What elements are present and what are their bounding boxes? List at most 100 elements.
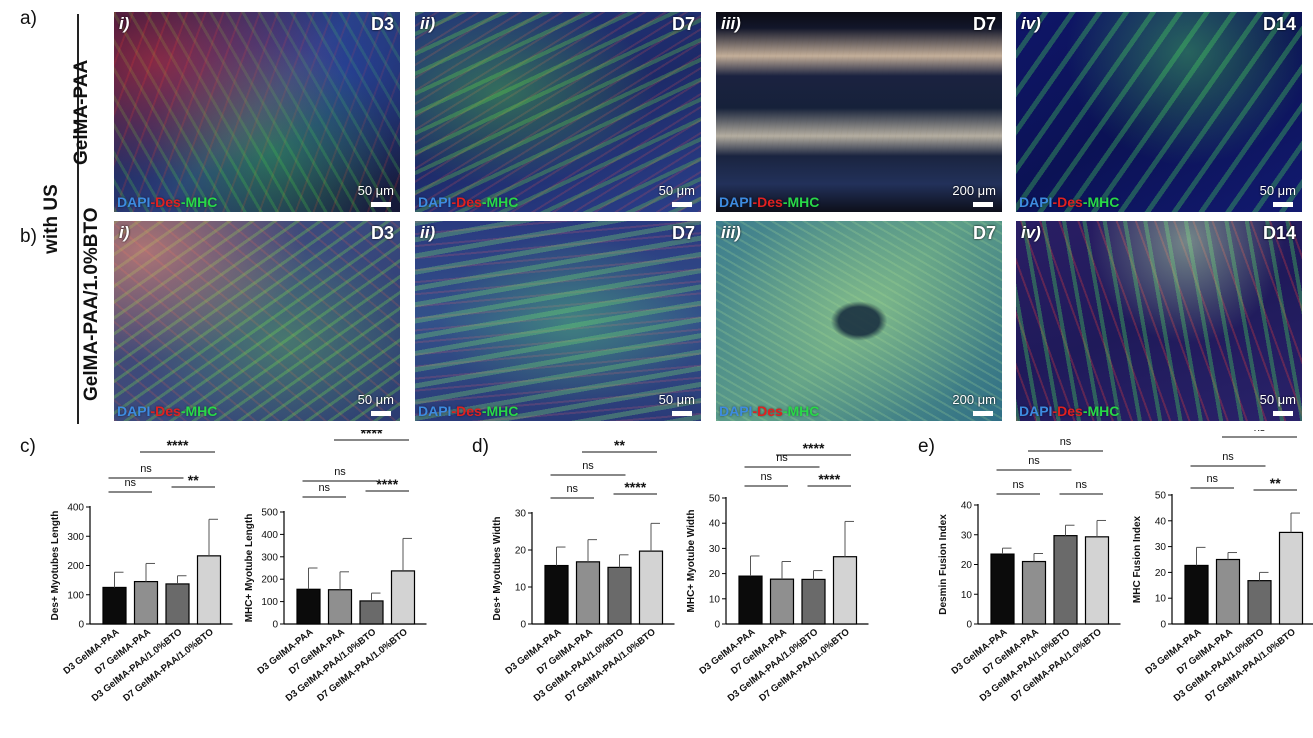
- panel-number: i): [119, 223, 130, 242]
- stain-mhc: -MHC: [1082, 194, 1120, 210]
- scale-bar: [1273, 202, 1293, 207]
- scale-label: 50 μm: [1259, 183, 1296, 198]
- day-label: D14: [1262, 14, 1296, 34]
- bar: [1184, 564, 1209, 625]
- stain-legend: DAPI-Des-MHC: [1019, 194, 1119, 210]
- stain-dapi: DAPI: [1019, 194, 1053, 210]
- significance-label: ns: [140, 463, 152, 475]
- significance-label: ****: [167, 437, 189, 453]
- significance-label: **: [188, 472, 199, 488]
- y-tick-label: 20: [961, 560, 973, 571]
- bar: [102, 586, 127, 625]
- y-tick-label: 50: [709, 494, 721, 505]
- micrograph-r2-1: i) D3 DAPI-Des-MHC 50 μm: [114, 221, 400, 421]
- stain-des: -Des: [1052, 403, 1083, 419]
- y-tick-label: 10: [961, 590, 973, 601]
- bar: [544, 564, 569, 625]
- stain-des: -Des: [451, 194, 482, 210]
- panel-number: iii): [721, 14, 741, 33]
- day-label: D7: [671, 14, 695, 34]
- y-axis-label: MHC+ Myotube Length: [244, 514, 255, 623]
- significance-label: ns: [1012, 479, 1024, 491]
- day-label: D7: [671, 223, 695, 243]
- significance-label: ns: [582, 460, 594, 472]
- stain-dapi: DAPI: [719, 194, 753, 210]
- scale-label: 50 μm: [357, 392, 394, 407]
- y-tick-label: 30: [515, 509, 527, 520]
- bar: [1215, 558, 1241, 625]
- significance-label: **: [614, 437, 625, 453]
- significance-label: ****: [376, 476, 398, 492]
- panel-number: i): [119, 14, 130, 33]
- y-tick-label: 0: [78, 620, 84, 631]
- scale-label: 50 μm: [357, 183, 394, 198]
- scale-bar: [973, 202, 993, 207]
- y-tick-label: 200: [261, 575, 278, 586]
- side-label: with US: [41, 184, 62, 254]
- panel-label-d: d): [472, 436, 489, 457]
- stain-mhc: -MHC: [782, 403, 820, 419]
- y-tick-label: 40: [709, 519, 721, 530]
- stain-legend: DAPI-Des-MHC: [117, 403, 217, 419]
- bar: [575, 561, 601, 625]
- stain-mhc: -MHC: [782, 194, 820, 210]
- y-tick-label: 30: [1155, 542, 1167, 553]
- stain-legend: DAPI-Des-MHC: [418, 403, 518, 419]
- scale-label: 200 μm: [952, 183, 996, 198]
- bar: [390, 570, 416, 625]
- bar: [327, 589, 353, 625]
- significance-label: ns: [776, 452, 788, 464]
- day-label: D7: [972, 223, 996, 243]
- stain-legend: DAPI-Des-MHC: [117, 194, 217, 210]
- y-axis-label: MHC+ Myotube Width: [686, 510, 697, 613]
- micrograph-r1-3: iii) D7 DAPI-Des-MHC 200 μm: [716, 12, 1002, 212]
- stain-mhc: -MHC: [180, 403, 218, 419]
- bar: [769, 578, 795, 625]
- y-tick-label: 200: [67, 561, 84, 572]
- y-axis-label: MHC Fusion Index: [1132, 515, 1143, 603]
- y-tick-label: 0: [1160, 620, 1166, 631]
- panel-number: ii): [420, 14, 436, 33]
- y-tick-label: 20: [709, 569, 721, 580]
- micrograph-r1-4: iv) D14 DAPI-Des-MHC 50 μm: [1016, 12, 1302, 212]
- significance-label: ****: [361, 430, 383, 441]
- y-tick-label: 20: [1155, 568, 1167, 579]
- y-tick-label: 10: [709, 594, 721, 605]
- bar: [196, 555, 222, 625]
- significance-label: ****: [803, 440, 825, 456]
- bar: [165, 583, 190, 625]
- significance-label: ns: [566, 483, 578, 495]
- stain-des: -Des: [150, 403, 181, 419]
- stain-dapi: DAPI: [1019, 403, 1053, 419]
- panel-number: ii): [420, 223, 436, 242]
- row-label-gelma-paa: GelMA-PAA: [71, 59, 92, 165]
- stain-mhc: -MHC: [1082, 403, 1120, 419]
- y-tick-label: 0: [272, 620, 278, 631]
- micrograph-r1-1: i) D3 DAPI-Des-MHC 50 μm: [114, 12, 400, 212]
- bar: [1278, 531, 1304, 625]
- bar: [359, 600, 384, 625]
- stain-legend: DAPI-Des-MHC: [719, 194, 819, 210]
- y-tick-label: 10: [1155, 594, 1167, 605]
- stain-dapi: DAPI: [117, 403, 151, 419]
- divider-line: [77, 14, 79, 424]
- bar: [296, 588, 321, 625]
- micrograph-r2-4: iv) D14 DAPI-Des-MHC 50 μm: [1016, 221, 1302, 421]
- y-tick-label: 100: [67, 590, 84, 601]
- significance-label: ns: [760, 471, 772, 483]
- panel-label-c: c): [20, 436, 36, 457]
- y-tick-label: 30: [709, 544, 721, 555]
- stain-dapi: DAPI: [117, 194, 151, 210]
- bar: [1053, 535, 1078, 625]
- stain-legend: DAPI-Des-MHC: [1019, 403, 1119, 419]
- y-axis-label: Des+ Myotubes Width: [492, 516, 503, 620]
- bar: [801, 578, 826, 625]
- y-tick-label: 100: [261, 597, 278, 608]
- bar: [1084, 536, 1110, 625]
- bar: [1021, 560, 1047, 625]
- micrograph-r1-2: ii) D7 DAPI-Des-MHC 50 μm: [415, 12, 701, 212]
